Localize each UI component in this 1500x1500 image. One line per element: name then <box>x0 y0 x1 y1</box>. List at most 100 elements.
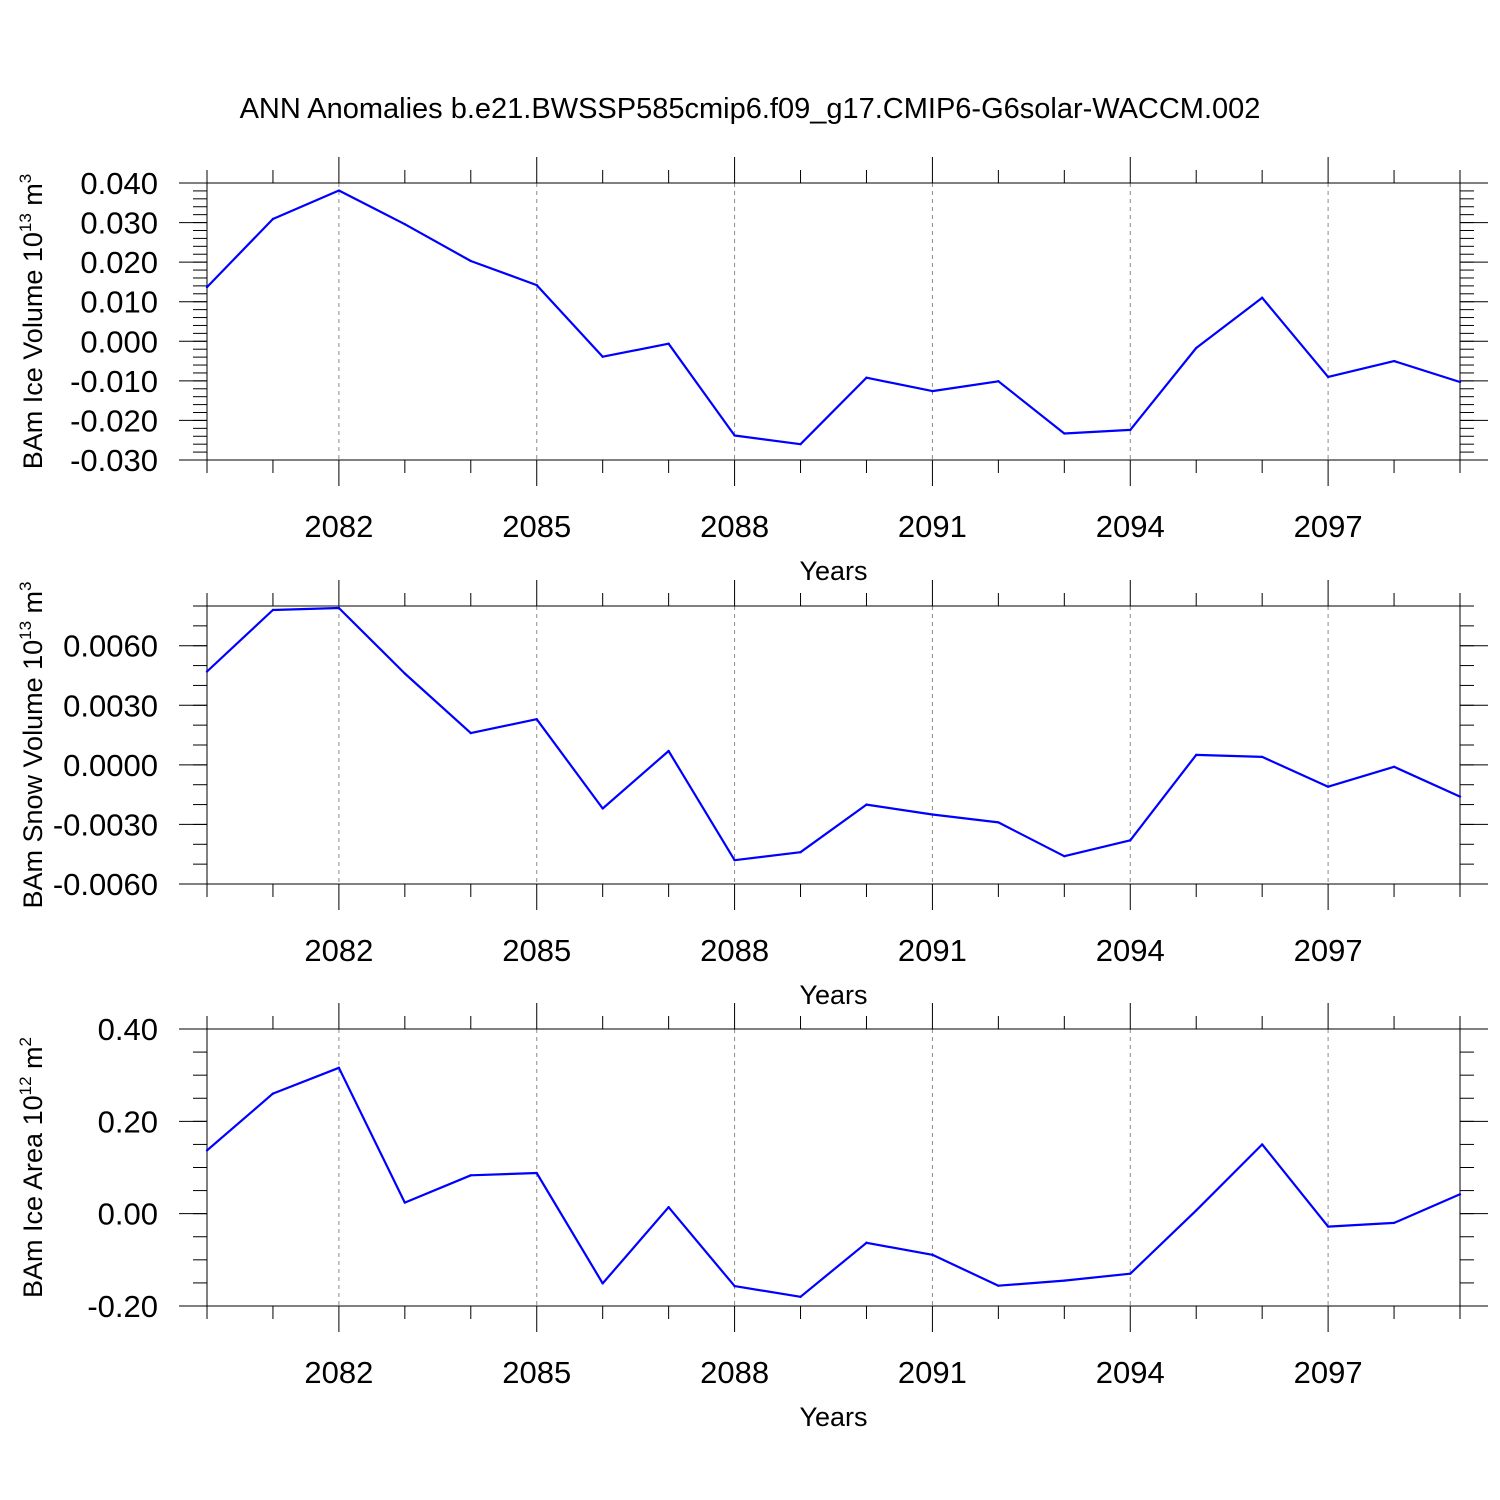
y-axis-title-superscript: 12 <box>16 1076 35 1095</box>
data-point-2099 <box>1458 1193 1462 1196</box>
y-axis-title-superscript: 13 <box>16 213 35 232</box>
y-tick-label-0.040: 0.040 <box>80 166 158 201</box>
data-point-2093 <box>1063 855 1066 858</box>
data-point-2091 <box>931 389 934 393</box>
data-point-2081 <box>271 1092 275 1095</box>
data-point-2080 <box>205 285 209 289</box>
data-point-2094 <box>1129 839 1132 842</box>
data-point-2087 <box>667 342 670 345</box>
x-tick-label-2082: 2082 <box>304 509 373 544</box>
y-axis-title-part: m <box>18 591 48 621</box>
data-point-2094 <box>1129 1272 1132 1275</box>
y-tick-label--0.0060: -0.0060 <box>53 867 158 902</box>
x-tick-label-2097: 2097 <box>1294 1355 1363 1390</box>
chart-title: ANN Anomalies b.e21.BWSSP585cmip6.f09_g1… <box>240 93 1261 125</box>
data-point-2083 <box>403 222 407 226</box>
y-tick-label-0.40: 0.40 <box>98 1012 158 1047</box>
x-axis-title: Years <box>799 980 867 1010</box>
data-point-2087 <box>667 749 670 753</box>
y-tick-label-0.0000: 0.0000 <box>63 748 158 783</box>
y-axis-title-part: BAm Ice Volume 10 <box>18 232 48 469</box>
x-tick-label-2082: 2082 <box>304 1355 373 1390</box>
data-point-2096 <box>1260 296 1264 299</box>
y-axis-title-part: m <box>18 1046 48 1076</box>
data-point-2086 <box>601 355 604 358</box>
data-point-2098 <box>1392 359 1396 363</box>
data-point-2092 <box>997 821 1000 824</box>
data-point-2087 <box>667 1206 670 1209</box>
x-tick-label-2082: 2082 <box>304 933 373 968</box>
y-axis-title-superscript: 3 <box>16 174 35 183</box>
data-point-2084 <box>469 731 472 735</box>
data-point-2080 <box>205 670 209 673</box>
data-point-2089 <box>799 1295 802 1298</box>
data-point-2091 <box>931 813 934 816</box>
data-point-2082 <box>337 606 341 610</box>
data-point-2081 <box>271 608 275 612</box>
x-tick-label-2097: 2097 <box>1294 933 1363 968</box>
data-point-2089 <box>799 442 802 446</box>
y-axis-title-part: BAm Ice Area 10 <box>18 1095 48 1298</box>
data-point-2086 <box>601 807 604 810</box>
y-axis-title: BAm Ice Area 1012 m2 <box>16 1037 48 1298</box>
data-point-2097 <box>1326 1225 1330 1228</box>
y-axis-title: BAm Ice Volume 1013 m3 <box>16 174 48 470</box>
data-point-2085 <box>535 283 538 287</box>
plot-frame <box>206 605 1461 885</box>
data-point-2097 <box>1326 785 1330 788</box>
panel-ice-area: 2082 2085 2088 2091 2094 2097 Years 0.40 0.20 0.0… <box>16 1003 1488 1432</box>
data-point-2084 <box>469 259 472 263</box>
y-axis-title-part: BAm Snow Volume 10 <box>18 640 48 909</box>
y-tick-label-0.020: 0.020 <box>80 245 158 280</box>
data-point-2099 <box>1458 795 1462 798</box>
x-tick-label-2097: 2097 <box>1294 509 1363 544</box>
data-point-2082 <box>337 189 341 192</box>
data-point-2085 <box>535 717 538 721</box>
data-point-2097 <box>1326 375 1330 379</box>
data-point-2083 <box>403 1201 407 1204</box>
data-point-2086 <box>601 1282 604 1285</box>
data-point-2096 <box>1260 755 1264 759</box>
x-tick-label-2091: 2091 <box>898 509 967 544</box>
y-tick-label--0.20: -0.20 <box>87 1289 158 1324</box>
x-tick-label-2085: 2085 <box>502 1355 571 1390</box>
x-tick-label-2088: 2088 <box>700 509 769 544</box>
y-tick-label-0.0030: 0.0030 <box>63 688 158 723</box>
data-point-2092 <box>997 1284 1000 1287</box>
y-axis-title: BAm Snow Volume 1013 m3 <box>16 581 48 908</box>
data-point-2081 <box>271 217 275 221</box>
y-axis-title-superscript: 2 <box>16 1037 35 1046</box>
y-axis-title-part: m <box>18 183 48 213</box>
x-tick-label-2085: 2085 <box>502 509 571 544</box>
plot-frame <box>206 1028 1461 1307</box>
x-tick-label-2091: 2091 <box>898 1355 967 1390</box>
x-tick-label-2091: 2091 <box>898 933 967 968</box>
data-point-2091 <box>931 1253 934 1256</box>
x-tick-label-2085: 2085 <box>502 933 571 968</box>
data-point-2093 <box>1063 1279 1066 1282</box>
data-point-2082 <box>337 1066 341 1069</box>
data-point-2099 <box>1458 380 1462 384</box>
data-point-2085 <box>535 1171 538 1175</box>
x-tick-label-2094: 2094 <box>1096 933 1165 968</box>
series-line-ice-volume <box>206 189 1461 446</box>
y-tick-label-0.0060: 0.0060 <box>63 629 158 664</box>
data-point-2098 <box>1392 765 1396 769</box>
data-point-2095 <box>1195 346 1198 350</box>
x-tick-label-2094: 2094 <box>1096 509 1165 544</box>
data-point-2090 <box>865 803 868 806</box>
y-axis-title-superscript: 13 <box>16 621 35 640</box>
y-tick-label-0.030: 0.030 <box>80 206 158 241</box>
data-point-2089 <box>799 851 802 854</box>
data-point-2090 <box>865 1241 868 1244</box>
x-axis-title: Years <box>799 556 867 586</box>
data-point-2098 <box>1392 1221 1396 1225</box>
y-tick-label-0.010: 0.010 <box>80 285 158 320</box>
data-point-2095 <box>1195 753 1198 757</box>
y-tick-label--0.0030: -0.0030 <box>53 807 158 842</box>
x-tick-label-2088: 2088 <box>700 1355 769 1390</box>
data-point-2093 <box>1063 432 1066 435</box>
data-point-2090 <box>865 376 868 379</box>
y-tick-label-0.000: 0.000 <box>80 324 158 359</box>
